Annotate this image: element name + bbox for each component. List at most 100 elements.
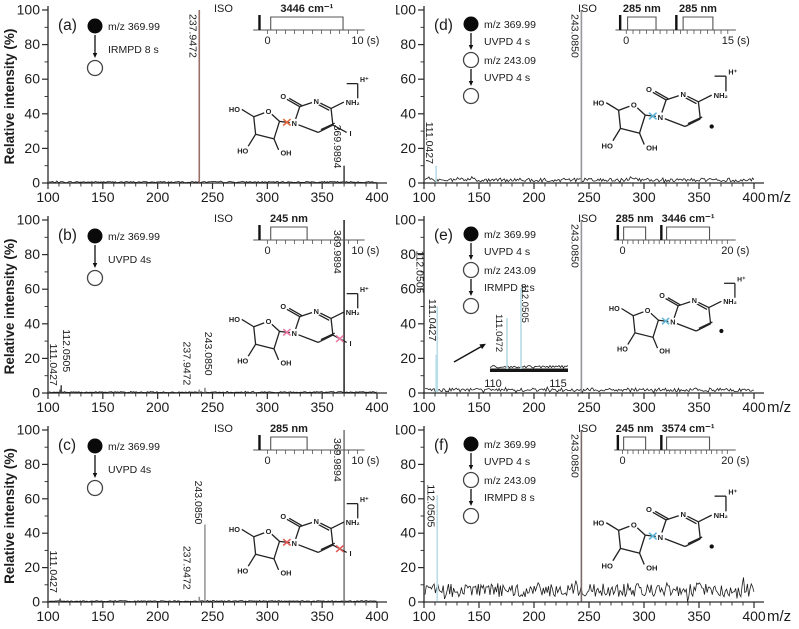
panel-letter: (f): [434, 437, 449, 454]
svg-text:40: 40: [400, 525, 416, 541]
svg-text:350: 350: [687, 399, 711, 415]
svg-text:60: 60: [24, 281, 40, 297]
radical-dot: [719, 328, 724, 334]
molecule-structure: O NH₂ I H⁺ HO HO OH O N N: [229, 287, 369, 368]
svg-text:O: O: [646, 505, 652, 514]
svg-text:OH: OH: [280, 358, 291, 367]
svg-text:HO: HO: [617, 345, 628, 354]
zoom-inset: 111.0472 112.0505 110 115: [453, 284, 569, 390]
svg-text:285 nm: 285 nm: [270, 423, 308, 435]
x-axis-unit: m/z: [767, 189, 791, 206]
svg-text:200: 200: [522, 189, 546, 205]
svg-text:NH₂: NH₂: [346, 308, 360, 317]
molecule-structure: O NH₂ I H⁺ HO HO OH O N N: [229, 77, 369, 158]
svg-text:60: 60: [24, 71, 40, 87]
open-circle-icon: [86, 479, 104, 497]
svg-text:HO: HO: [237, 357, 248, 366]
svg-text:20 (s): 20 (s): [721, 245, 749, 257]
svg-text:150: 150: [467, 608, 491, 624]
y-axis-title: Relative intensity (%): [2, 448, 17, 584]
open-circle-icon: [462, 51, 480, 69]
inset-pointer-arrow: [453, 344, 485, 363]
peak-label: 111.0427: [47, 551, 59, 593]
svg-text:H⁺: H⁺: [728, 68, 737, 76]
svg-text:250: 250: [577, 399, 601, 415]
baseline-noise: [48, 390, 377, 394]
svg-text:H⁺: H⁺: [360, 287, 369, 294]
svg-text:H⁺: H⁺: [728, 488, 737, 496]
activation-pulse: [270, 226, 308, 240]
svg-text:HO: HO: [609, 304, 620, 313]
svg-text:20: 20: [400, 350, 416, 366]
svg-text:150: 150: [91, 189, 115, 205]
svg-text:HO: HO: [229, 525, 240, 534]
peak-label: 111.0427: [47, 344, 59, 386]
activation-pulse: [270, 16, 344, 30]
svg-text:350: 350: [310, 189, 334, 205]
svg-text:HO: HO: [229, 105, 240, 114]
iso-label: ISO: [214, 423, 233, 435]
peak-label: 112.0505: [413, 251, 425, 294]
svg-text:O: O: [266, 107, 272, 116]
peaks: 111.0427 112.0505 237.9472 243.0850 369.9894: [47, 220, 345, 393]
activation-pulse: [623, 226, 647, 240]
svg-text:H⁺: H⁺: [360, 77, 369, 84]
peak-label: 369.9894: [331, 438, 343, 482]
open-circle-icon: [462, 471, 480, 489]
svg-text:10 (s): 10 (s): [351, 245, 379, 257]
svg-text:HO: HO: [237, 147, 248, 156]
svg-text:N: N: [658, 533, 663, 542]
svg-text:100: 100: [396, 422, 416, 438]
svg-text:UVPD 4s: UVPD 4s: [108, 464, 151, 476]
svg-text:300: 300: [632, 399, 656, 415]
svg-text:285 nm: 285 nm: [623, 3, 661, 15]
svg-text:400: 400: [365, 399, 389, 415]
spectrum-panel-d: 100 150 200 250 300 350 400 m/z020406080100(d)1…: [396, 2, 791, 207]
svg-text:O: O: [631, 521, 637, 530]
svg-text:O: O: [659, 291, 665, 300]
svg-text:0: 0: [32, 175, 40, 191]
svg-text:40: 40: [400, 105, 416, 121]
svg-text:OH: OH: [280, 568, 291, 577]
spectrum-panel-e: 100 150 200 250 300 350 400 m/z020406080100(e)1…: [396, 212, 791, 417]
svg-text:I: I: [349, 129, 351, 138]
svg-text:400: 400: [742, 399, 766, 415]
svg-text:O: O: [645, 306, 651, 315]
activation-legend: m/z 369.99 UVPD 4 s m/z 243.09 IRMPD 8 s: [462, 436, 536, 525]
panel-letter: (e): [434, 227, 453, 244]
filled-circle-icon: [87, 438, 103, 454]
svg-text:N: N: [314, 517, 319, 526]
svg-text:80: 80: [400, 246, 416, 262]
svg-text:200: 200: [146, 608, 170, 624]
svg-text:N: N: [292, 119, 297, 128]
svg-text:O: O: [280, 302, 286, 311]
svg-text:N: N: [670, 318, 675, 327]
activation-pulse: [627, 16, 657, 30]
open-circle-icon: [86, 269, 104, 287]
svg-text:N: N: [692, 296, 697, 305]
activation-legend: m/z 369.99 UVPD 4 s m/z 243.09 IRMPD 8 s: [462, 226, 536, 315]
svg-text:100: 100: [396, 2, 416, 18]
svg-text:150: 150: [91, 399, 115, 415]
isolation-scheme: ISO 285 nm 0 10 (s): [214, 423, 379, 467]
y-axis-title: Relative intensity (%): [2, 239, 17, 375]
svg-text:3574 cm⁻¹: 3574 cm⁻¹: [662, 423, 715, 435]
peak-label: 243.0850: [568, 14, 580, 58]
svg-text:400: 400: [742, 189, 766, 205]
svg-text:100: 100: [36, 189, 60, 205]
iso-label: ISO: [578, 423, 597, 435]
svg-text:O: O: [646, 85, 652, 94]
svg-text:0: 0: [620, 455, 626, 467]
svg-text:m/z 369.99: m/z 369.99: [108, 21, 160, 33]
svg-text:0: 0: [408, 594, 416, 610]
svg-text:m/z 369.99: m/z 369.99: [108, 231, 160, 243]
filled-circle-icon: [463, 226, 479, 242]
svg-text:350: 350: [687, 189, 711, 205]
activation-legend: m/z 369.99 UVPD 4 s m/z 243.09 UVPD 4 s: [462, 16, 536, 105]
svg-text:80: 80: [400, 36, 416, 52]
svg-text:NH₂: NH₂: [346, 98, 360, 107]
svg-text:100: 100: [396, 212, 416, 228]
svg-text:100: 100: [36, 608, 60, 624]
radical-dot: [709, 124, 714, 129]
svg-text:HO: HO: [237, 567, 248, 576]
